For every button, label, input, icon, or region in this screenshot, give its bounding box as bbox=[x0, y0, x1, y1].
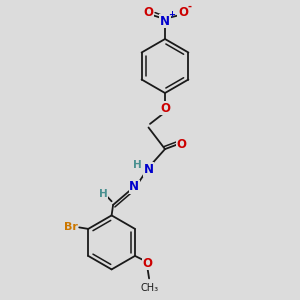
Text: N: N bbox=[129, 180, 139, 194]
Text: N: N bbox=[143, 163, 154, 176]
Text: O: O bbox=[160, 101, 170, 115]
Text: -: - bbox=[188, 2, 192, 12]
Text: Br: Br bbox=[64, 221, 78, 232]
Text: H: H bbox=[133, 160, 142, 170]
Text: +: + bbox=[168, 10, 175, 19]
Text: H: H bbox=[99, 189, 108, 200]
Text: O: O bbox=[143, 6, 154, 19]
Text: O: O bbox=[176, 138, 187, 151]
Text: CH₃: CH₃ bbox=[140, 283, 158, 293]
Text: N: N bbox=[160, 14, 170, 28]
Text: O: O bbox=[178, 6, 188, 19]
Text: O: O bbox=[142, 257, 153, 270]
